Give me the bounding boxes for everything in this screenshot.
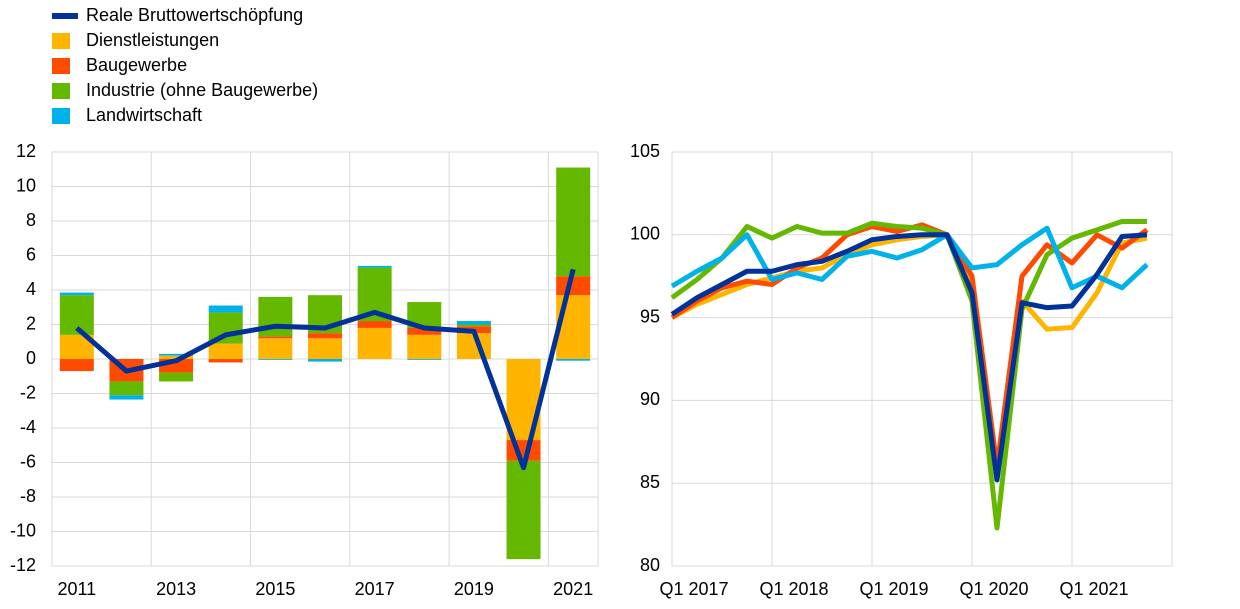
- x-tick-label: 2017: [355, 579, 395, 599]
- legend-label: Industrie (ohne Baugewerbe): [86, 80, 318, 100]
- bar: [159, 355, 194, 359]
- legend-label: Dienstleistungen: [86, 30, 219, 50]
- plot-frame: [671, 151, 1173, 567]
- y-tick-label: 85: [640, 472, 660, 492]
- series-line: [670, 225, 1149, 291]
- legend-swatch: [52, 83, 70, 99]
- bar: [407, 334, 442, 359]
- y-tick-label: 2: [26, 313, 36, 333]
- legend-label: Baugewerbe: [86, 55, 187, 75]
- series-line: [670, 232, 1148, 483]
- bar: [456, 324, 491, 327]
- bar: [556, 359, 591, 361]
- y-tick-label: 90: [640, 389, 660, 409]
- x-tick-label: 2013: [156, 579, 196, 599]
- y-tick-label: 95: [640, 306, 660, 326]
- bar: [109, 395, 144, 400]
- bar: [456, 321, 491, 325]
- y-tick-label: -4: [20, 417, 36, 437]
- bar: [506, 460, 541, 560]
- bar: [109, 381, 144, 396]
- bar: [308, 333, 342, 339]
- y-tick-label: 6: [26, 244, 36, 264]
- bar: [308, 338, 342, 359]
- x-tick-label: Q1 2019: [859, 579, 928, 599]
- x-tick-label: Q1 2018: [759, 579, 828, 599]
- bar: [208, 343, 243, 359]
- x-tick-label: Q1 2021: [1059, 579, 1128, 599]
- bar: [258, 359, 293, 360]
- series-line: [75, 268, 576, 471]
- bar: [407, 327, 442, 335]
- legend-swatch: [52, 58, 70, 74]
- y-tick-label: 100: [630, 224, 660, 244]
- series-line: [670, 219, 1147, 531]
- y-tick-label: 4: [26, 279, 36, 299]
- bar: [357, 327, 392, 359]
- x-tick-label: Q1 2020: [959, 579, 1028, 599]
- bar: [159, 353, 194, 356]
- legend-swatch: [52, 108, 70, 124]
- bar: [556, 167, 591, 277]
- x-tick-label: 2019: [454, 579, 494, 599]
- plot-frame: [51, 151, 599, 567]
- y-tick-label: 8: [26, 210, 36, 230]
- y-tick-label: 80: [640, 555, 660, 575]
- bar: [407, 359, 442, 360]
- bar: [556, 276, 591, 296]
- legend-label: Reale Bruttowertschöpfung: [86, 5, 303, 25]
- bar: [208, 305, 243, 313]
- bar: [308, 359, 342, 362]
- series-line: [670, 222, 1149, 470]
- legend-label: Landwirtschaft: [86, 105, 202, 125]
- y-tick-label: 12: [16, 141, 36, 161]
- y-tick-label: -10: [10, 520, 36, 540]
- x-tick-label: 2011: [57, 579, 96, 599]
- y-tick-label: -12: [10, 555, 36, 575]
- y-tick-label: -8: [20, 486, 36, 506]
- bar: [59, 359, 94, 372]
- y-tick-label: 0: [26, 348, 36, 368]
- bar: [208, 359, 243, 363]
- legend-swatch: [52, 13, 78, 19]
- y-tick-label: 105: [630, 141, 660, 161]
- bar: [357, 265, 392, 268]
- legend-swatch: [52, 33, 70, 49]
- y-tick-label: 10: [16, 175, 36, 195]
- y-tick-label: -6: [20, 451, 36, 471]
- y-tick-label: -2: [20, 382, 36, 402]
- x-tick-label: 2021: [553, 579, 593, 599]
- bar: [258, 338, 293, 359]
- bar: [357, 321, 392, 328]
- bar: [59, 292, 94, 296]
- x-tick-label: 2015: [255, 579, 295, 599]
- bar: [159, 372, 194, 382]
- bar: [258, 336, 293, 339]
- x-tick-label: Q1 2017: [659, 579, 728, 599]
